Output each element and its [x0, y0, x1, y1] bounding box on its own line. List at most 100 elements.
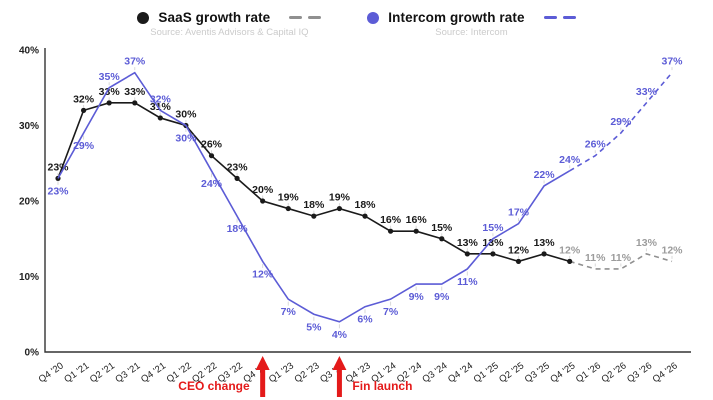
intercom-data-label: 35% [99, 71, 121, 83]
intercom-data-label: 15% [482, 222, 504, 234]
saas-data-point [362, 213, 368, 219]
saas-data-point [157, 115, 163, 121]
legend-row-intercom: Intercom growth rate [367, 10, 576, 25]
event-annotation-label: Fin launch [352, 379, 412, 393]
y-axis-tick-label: 20% [19, 197, 39, 208]
intercom-data-label: 11% [457, 276, 478, 288]
event-arrow-icon [255, 356, 270, 397]
x-axis-tick-label: Q1 '23 [267, 360, 296, 385]
intercom-data-label: 29% [73, 140, 95, 152]
x-axis-tick-label: Q2 '25 [497, 360, 526, 385]
saas-data-label: 32% [73, 93, 95, 105]
intercom-data-label: 23% [47, 185, 69, 197]
saas-data-point [387, 228, 394, 234]
intercom-data-label: 9% [434, 291, 450, 303]
saas-data-point [567, 258, 573, 264]
saas-data-label: 19% [329, 192, 351, 204]
saas-data-point [490, 251, 496, 257]
legend-intercom-label: Intercom growth rate [388, 10, 525, 25]
intercom-data-label: 29% [610, 116, 632, 128]
intercom-data-label: 32% [150, 93, 172, 105]
saas-data-point [515, 258, 522, 264]
saas-data-point [311, 213, 317, 219]
intercom-line-actual [57, 71, 571, 323]
saas-data-point [106, 100, 112, 106]
saas-data-label: 26% [201, 139, 223, 151]
saas-data-label: 12% [559, 244, 581, 256]
saas-line-forecast [569, 252, 673, 270]
saas-data-label: 13% [636, 237, 658, 249]
event-annotation-label: CEO change [178, 379, 250, 393]
saas-data-label: 16% [406, 214, 428, 226]
legend-intercom-source: Source: Intercom [435, 27, 508, 38]
saas-data-point [541, 251, 547, 257]
intercom-data-label: 37% [124, 56, 146, 68]
x-axis-tick-label: Q4 '20 [37, 360, 66, 385]
intercom-series-dot-icon [367, 11, 380, 24]
saas-data-label: 16% [380, 214, 402, 226]
saas-data-point [336, 205, 343, 212]
x-axis-tick-label: Q4 '26 [651, 360, 680, 385]
saas-data-label: 19% [278, 192, 300, 204]
legend-saas-source: Source: Aventis Advisors & Capital IQ [150, 27, 309, 38]
event-arrow-icon [332, 356, 347, 397]
intercom-data-label: 24% [201, 178, 223, 190]
x-axis-tick-label: Q4 '24 [446, 360, 475, 385]
saas-data-label: 33% [99, 86, 121, 98]
intercom-data-label: 7% [383, 306, 399, 318]
saas-data-point [464, 251, 470, 257]
saas-data-label: 15% [431, 222, 453, 234]
intercom-data-label: 30% [175, 133, 197, 145]
saas-data-point [132, 100, 138, 106]
saas-data-label: 30% [175, 109, 197, 121]
saas-data-label: 23% [47, 161, 69, 173]
saas-forecast-dash-icon [283, 15, 322, 20]
legend-row-saas: SaaS growth rate [137, 10, 322, 25]
saas-data-point [260, 198, 266, 204]
x-axis-tick-label: Q1 '21 [62, 360, 91, 385]
x-axis-tick-label: Q4 '21 [139, 360, 168, 385]
legend-item-saas: SaaS growth rate Source: Aventis Advisor… [137, 10, 322, 38]
intercom-data-label: 37% [661, 56, 683, 68]
saas-data-label: 18% [354, 199, 376, 211]
x-axis-tick-label: Q1 '25 [472, 360, 501, 385]
intercom-data-label: 7% [281, 306, 297, 318]
intercom-data-label: 26% [585, 139, 607, 151]
intercom-data-label: 22% [534, 169, 556, 181]
saas-data-label: 12% [661, 244, 683, 256]
y-axis-tick-label: 0% [25, 348, 40, 359]
intercom-data-label: 12% [252, 268, 274, 280]
intercom-data-label: 24% [559, 154, 581, 166]
saas-data-label: 12% [508, 244, 530, 256]
intercom-data-label: 9% [409, 291, 425, 303]
intercom-line-forecast [569, 72, 673, 172]
y-axis-tick-label: 40% [19, 46, 39, 57]
x-axis-tick-label: Q3 '21 [113, 360, 142, 385]
saas-data-label: 33% [124, 86, 146, 98]
saas-data-point [208, 153, 215, 159]
x-axis-tick-label: Q4 '25 [548, 360, 577, 385]
intercom-data-label: 4% [332, 329, 348, 341]
saas-data-point [234, 175, 240, 181]
saas-data-point [80, 107, 87, 113]
saas-data-label: 18% [303, 199, 325, 211]
saas-data-point [413, 228, 419, 234]
x-axis-tick-label: Q3 '24 [420, 360, 449, 385]
saas-data-label: 11% [611, 252, 632, 264]
legend-saas-label: SaaS growth rate [158, 10, 271, 25]
y-axis-tick-label: 10% [19, 272, 39, 283]
y-axis-tick-label: 30% [19, 121, 39, 132]
axis-spines [44, 48, 691, 353]
intercom-data-label: 33% [636, 86, 658, 98]
chart-legend: SaaS growth rate Source: Aventis Advisor… [0, 10, 713, 38]
intercom-forecast-dash-icon [538, 15, 576, 20]
intercom-data-label: 17% [508, 207, 530, 219]
saas-data-label: 13% [457, 237, 479, 249]
saas-data-label: 20% [252, 184, 274, 196]
intercom-data-label: 6% [357, 314, 373, 326]
intercom-data-label: 5% [306, 321, 322, 333]
x-axis-tick-label: Q2 '26 [600, 360, 629, 385]
saas-data-label: 23% [227, 161, 249, 173]
